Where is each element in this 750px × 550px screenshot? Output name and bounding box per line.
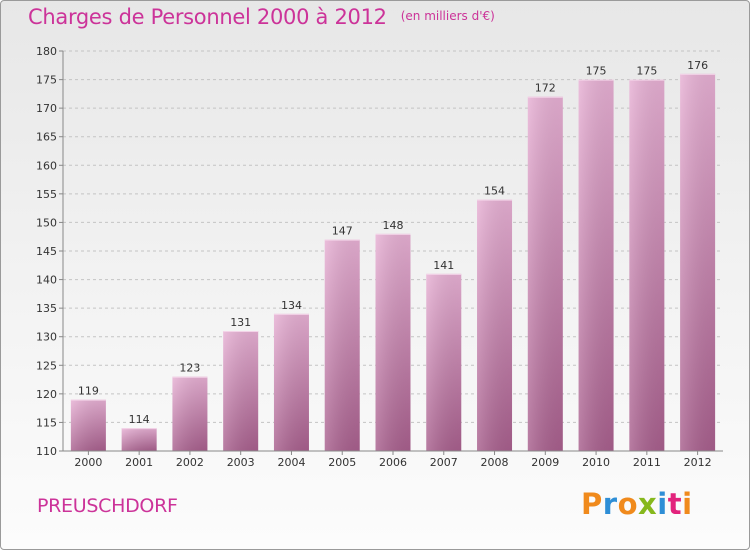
data-label: 154 bbox=[484, 185, 505, 198]
logo-letter: o bbox=[617, 487, 639, 521]
y-tick-label: 155 bbox=[36, 188, 57, 201]
y-tick-label: 120 bbox=[36, 388, 57, 401]
x-tick-label: 2002 bbox=[176, 456, 204, 469]
data-label: 172 bbox=[535, 82, 556, 95]
y-tick-label: 125 bbox=[36, 359, 57, 372]
y-tick-label: 135 bbox=[36, 302, 57, 315]
bar-shade bbox=[121, 428, 157, 451]
y-tick-label: 165 bbox=[36, 131, 57, 144]
x-tick-label: 2004 bbox=[277, 456, 305, 469]
bar-shade bbox=[172, 376, 208, 451]
data-label: 134 bbox=[281, 299, 302, 312]
chart-unit: (en milliers d'€) bbox=[400, 9, 495, 23]
bar-shade bbox=[324, 239, 360, 451]
x-tick-label: 2012 bbox=[684, 456, 712, 469]
place-name: PREUSCHDORF bbox=[37, 495, 178, 517]
y-tick-label: 175 bbox=[36, 74, 57, 87]
y-tick-label: 110 bbox=[36, 445, 57, 458]
bar-shade bbox=[527, 96, 563, 451]
data-label: 123 bbox=[179, 362, 200, 375]
x-tick-label: 2006 bbox=[379, 456, 407, 469]
x-tick-label: 2011 bbox=[633, 456, 661, 469]
bar-shade bbox=[70, 399, 106, 451]
chart-title: Charges de Personnel 2000 à 2012 bbox=[28, 5, 387, 29]
x-tick-label: 2007 bbox=[430, 456, 458, 469]
x-tick-label: 2005 bbox=[328, 456, 356, 469]
data-label: 147 bbox=[332, 225, 353, 238]
bar-shade bbox=[223, 331, 259, 451]
logo-letter: P bbox=[581, 487, 603, 521]
y-tick-label: 140 bbox=[36, 274, 57, 287]
y-tick-label: 160 bbox=[36, 159, 57, 172]
logo-letter: r bbox=[602, 487, 618, 521]
y-tick-label: 115 bbox=[36, 416, 57, 429]
y-tick-label: 130 bbox=[36, 331, 57, 344]
data-label: 176 bbox=[687, 59, 708, 72]
x-tick-label: 2010 bbox=[582, 456, 610, 469]
bar-shade bbox=[375, 233, 411, 451]
data-label: 131 bbox=[230, 316, 251, 329]
bar-shade bbox=[426, 273, 462, 451]
bar-shade bbox=[629, 79, 665, 452]
data-label: 175 bbox=[586, 65, 607, 78]
y-tick-label: 145 bbox=[36, 245, 57, 258]
logo-letter: i bbox=[657, 487, 668, 521]
data-label: 119 bbox=[78, 385, 99, 398]
x-tick-label: 2003 bbox=[227, 456, 255, 469]
bar-shade bbox=[273, 313, 309, 451]
data-label: 148 bbox=[383, 219, 404, 232]
y-tick-label: 150 bbox=[36, 216, 57, 229]
logo-letter: x bbox=[638, 487, 658, 521]
data-label: 114 bbox=[129, 413, 150, 426]
y-tick-label: 180 bbox=[36, 45, 57, 58]
bar-shade bbox=[578, 79, 614, 452]
logo-letter: i bbox=[682, 487, 693, 521]
data-label: 175 bbox=[636, 65, 657, 78]
x-tick-label: 2001 bbox=[125, 456, 153, 469]
x-tick-label: 2000 bbox=[74, 456, 102, 469]
chart-title-block: Charges de Personnel 2000 à 2012 (en mill… bbox=[28, 5, 495, 29]
bar-shade bbox=[477, 199, 513, 451]
proxiti-logo[interactable]: Proxiti bbox=[581, 487, 693, 521]
logo-letter: t bbox=[667, 487, 683, 521]
y-tick-label: 170 bbox=[36, 102, 57, 115]
x-tick-label: 2009 bbox=[531, 456, 559, 469]
data-label: 141 bbox=[433, 259, 454, 272]
bar-shade bbox=[680, 73, 716, 451]
x-tick-label: 2008 bbox=[481, 456, 509, 469]
